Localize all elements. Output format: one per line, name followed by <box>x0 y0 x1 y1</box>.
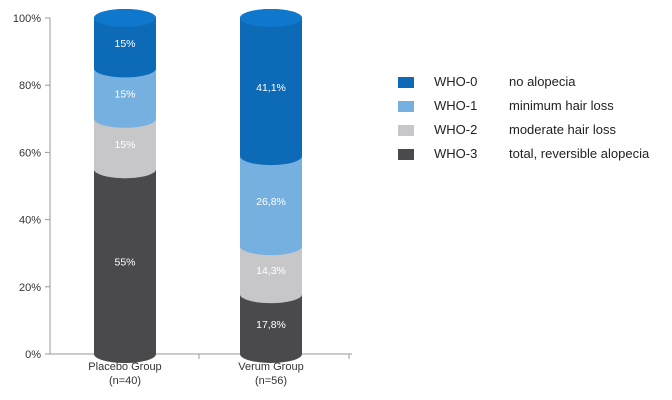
legend-swatch <box>398 125 414 136</box>
data-label: 15% <box>114 38 135 50</box>
x-category-label: Verum Group <box>238 361 303 373</box>
legend-item: WHO-3 total, reversible alopecia <box>398 144 668 168</box>
y-tick-label: 100% <box>13 13 41 25</box>
data-label: 17,8% <box>256 319 286 331</box>
legend-code: WHO-3 <box>434 146 478 161</box>
data-label: 41,1% <box>256 82 286 94</box>
bar-segment-who-3 <box>94 169 156 363</box>
legend-item: WHO-1 minimum hair loss <box>398 96 668 120</box>
y-tick-label: 20% <box>19 282 41 294</box>
legend-description: moderate hair loss <box>509 122 616 137</box>
bars-group: 55% 15% 15% 15% 17,8% 14,3% 26,8% 41,1% <box>94 9 302 363</box>
x-category-label: (n=40) <box>109 375 141 387</box>
data-label: 55% <box>114 257 135 269</box>
legend-item: WHO-0 no alopecia <box>398 72 668 96</box>
legend-swatch <box>398 77 414 88</box>
y-tick-label: 0% <box>25 349 41 361</box>
legend-description: total, reversible alopecia <box>509 146 650 161</box>
bar-segment-body <box>94 68 156 128</box>
bar-segment-body <box>240 156 302 256</box>
bar-segment-body <box>240 246 302 304</box>
legend-description: minimum hair loss <box>509 98 614 113</box>
data-label: 26,8% <box>256 196 286 208</box>
legend-code: WHO-1 <box>434 98 478 113</box>
cylinder-top-cap <box>240 9 302 27</box>
legend-swatch <box>398 149 414 160</box>
bar-segment-who-3 <box>240 294 302 363</box>
legend-item: WHO-2 moderate hair loss <box>398 120 668 144</box>
x-category-label: Placebo Group <box>88 361 161 373</box>
legend: WHO-0 no alopecia WHO-1 minimum hair loss WH… <box>398 72 668 168</box>
bar-segment-body <box>240 18 302 166</box>
data-label: 15% <box>114 89 135 101</box>
x-axis-labels: Placebo Group (n=40) Verum Group (n=56) <box>88 361 303 387</box>
bar-segment-body <box>94 18 156 78</box>
x-category-label: (n=56) <box>255 375 287 387</box>
legend-swatch <box>398 101 414 112</box>
legend-description: no alopecia <box>509 74 576 89</box>
y-tick-label: 80% <box>19 80 41 92</box>
data-label: 14,3% <box>256 265 286 277</box>
data-label: 15% <box>114 139 135 151</box>
legend-code: WHO-2 <box>434 122 478 137</box>
legend-code: WHO-0 <box>434 74 478 89</box>
cylinder-top-cap <box>94 9 156 27</box>
bar-segment-body <box>94 118 156 179</box>
y-tick-label: 60% <box>19 147 41 159</box>
y-tick-label: 40% <box>19 215 41 227</box>
y-axis-ticks: 0% 20% 40% 60% 80% 100% <box>13 13 350 361</box>
